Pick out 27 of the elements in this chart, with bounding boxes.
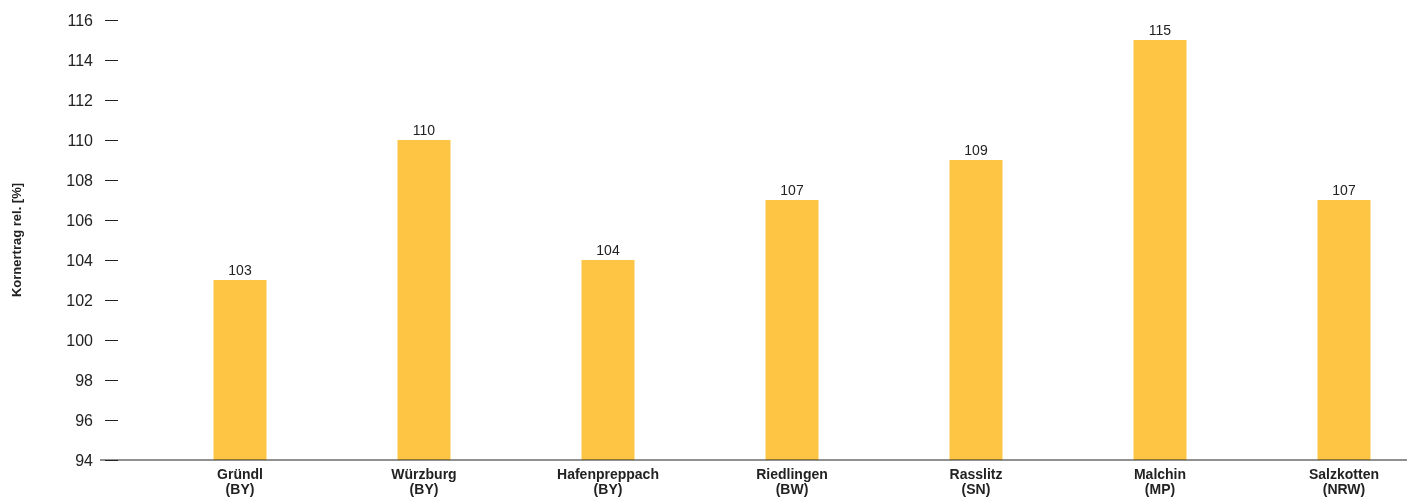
data-label: 107 bbox=[780, 182, 804, 198]
data-label: 115 bbox=[1148, 22, 1172, 38]
x-tick-label: Salzkotten (NRW) bbox=[1308, 466, 1380, 497]
y-tick-label: 108 bbox=[66, 171, 94, 189]
data-label: 110 bbox=[412, 122, 436, 138]
x-tick-label: Gründl (BY) bbox=[217, 466, 263, 497]
x-tick-label: Würzburg (BY) bbox=[391, 466, 457, 497]
y-axis-title: Kornertrag rel. [%] bbox=[9, 182, 24, 298]
y-tick-label: 94 bbox=[75, 451, 94, 469]
y-tick-label: 96 bbox=[75, 411, 94, 429]
y-tick-label: 110 bbox=[67, 131, 94, 149]
x-tick-label: Hafenpreppach (BY) bbox=[557, 466, 659, 497]
y-tick-label: 104 bbox=[66, 251, 94, 269]
data-label: 107 bbox=[1332, 182, 1356, 198]
x-tick-label: Malchin (MP) bbox=[1133, 466, 1187, 497]
data-label: 109 bbox=[964, 142, 988, 158]
data-label: 104 bbox=[596, 242, 620, 258]
y-tick-label: 112 bbox=[67, 91, 94, 109]
y-tick-label: 102 bbox=[66, 291, 94, 309]
y-tick-label: 98 bbox=[75, 371, 94, 389]
y-tick-label: 100 bbox=[66, 331, 94, 349]
y-tick-label: 114 bbox=[67, 51, 94, 69]
data-label: 103 bbox=[228, 262, 252, 278]
x-tick-label: Rasslitz (SN) bbox=[949, 466, 1003, 497]
y-tick-label: 106 bbox=[66, 211, 94, 229]
x-tick-label: Riedlingen (BW) bbox=[756, 466, 828, 497]
y-tick-label: 116 bbox=[67, 11, 94, 29]
